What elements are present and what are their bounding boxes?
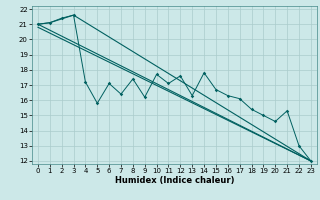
X-axis label: Humidex (Indice chaleur): Humidex (Indice chaleur)	[115, 176, 234, 185]
